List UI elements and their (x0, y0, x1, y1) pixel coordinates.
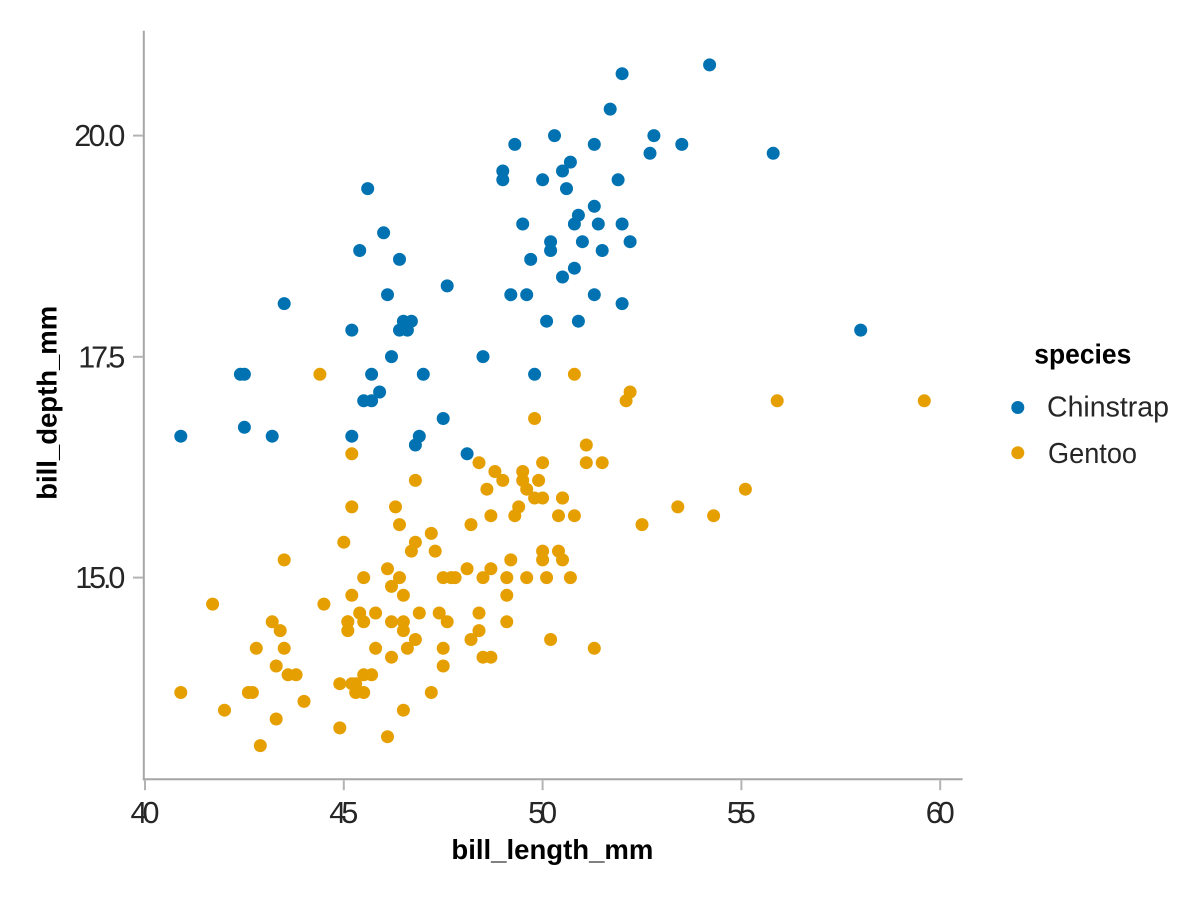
svg-text:45: 45 (329, 796, 358, 830)
svg-text:55: 55 (727, 796, 756, 830)
svg-text:60: 60 (926, 796, 955, 830)
svg-text:50: 50 (528, 796, 557, 830)
svg-text:bill_length_mm: bill_length_mm (451, 834, 653, 865)
svg-text:15.0: 15.0 (75, 561, 125, 595)
svg-text:40: 40 (131, 796, 160, 830)
svg-text:Gentoo: Gentoo (1048, 438, 1137, 470)
svg-text:17.5: 17.5 (78, 340, 125, 374)
svg-text:20.0: 20.0 (74, 119, 125, 153)
svg-text:bill_depth_mm: bill_depth_mm (32, 306, 63, 500)
svg-text:species: species (1034, 339, 1131, 370)
svg-text:Chinstrap: Chinstrap (1047, 392, 1169, 424)
